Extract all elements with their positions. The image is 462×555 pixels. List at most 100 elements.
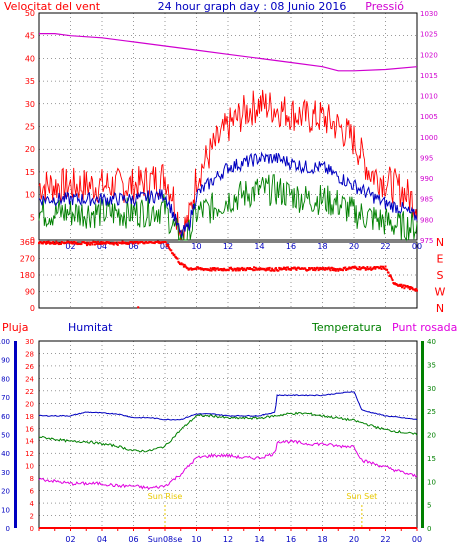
humidity-y-tick: 0 — [6, 525, 10, 533]
direction-points — [38, 240, 418, 309]
wind-gust-series-line — [38, 89, 418, 241]
direction-y-tick: 180 — [20, 271, 35, 280]
pressure-y-tick: 990 — [420, 175, 433, 183]
direction-point — [46, 242, 49, 245]
direction-y-tick: 270 — [20, 255, 35, 264]
direction-point — [332, 267, 335, 270]
direction-point — [406, 285, 409, 287]
series-humitat — [38, 391, 418, 421]
direction-point — [338, 267, 341, 270]
rain-y-tick: 10 — [25, 463, 34, 471]
humidity-y-tick: 50 — [1, 432, 10, 440]
direction-point — [394, 282, 396, 285]
direction-y-tick: 0 — [30, 304, 35, 313]
direction-point — [384, 265, 387, 268]
direction-point — [70, 241, 73, 243]
direction-point — [366, 266, 369, 268]
wind-y-tick: 5 — [30, 213, 35, 222]
rain-y-tick: 28 — [25, 350, 34, 358]
temperature-legend: Temperatura — [311, 321, 382, 334]
direction-point — [411, 286, 414, 289]
direction-point — [282, 267, 285, 270]
direction-point — [380, 268, 383, 270]
direction-point — [153, 242, 156, 245]
direction-point — [308, 267, 311, 269]
direction-point — [230, 266, 233, 269]
direction-point — [245, 269, 248, 272]
direction-point — [212, 267, 214, 270]
direction-point — [278, 266, 281, 269]
direction-point — [326, 268, 329, 271]
direction-point — [93, 243, 96, 246]
direction-point — [80, 242, 83, 245]
direction-point — [182, 265, 185, 268]
rain-y-tick: 6 — [30, 488, 35, 496]
direction-point — [132, 242, 135, 245]
bottom-x-tick: 02 — [65, 535, 75, 544]
pressure-y-tick: 1025 — [420, 31, 438, 39]
direction-point — [201, 268, 204, 270]
direction-point — [51, 242, 54, 245]
direction-point — [390, 275, 392, 278]
direction-point — [268, 266, 271, 269]
temperature-y-tick: 20 — [427, 432, 436, 440]
direction-point — [390, 277, 393, 280]
direction-point — [74, 242, 77, 245]
direction-point — [94, 241, 97, 243]
direction-point — [398, 283, 401, 286]
direction-point — [126, 241, 129, 244]
direction-point — [213, 267, 216, 269]
direction-point — [255, 267, 258, 270]
direction-point — [186, 267, 189, 270]
direction-grid — [39, 241, 418, 309]
direction-point — [52, 241, 55, 243]
wind-avg-series-line — [38, 151, 418, 238]
compass-tick: S — [437, 269, 444, 282]
bottom-x-tick: 00 — [412, 535, 422, 544]
direction-point — [415, 287, 418, 290]
direction-point — [355, 266, 358, 269]
direction-point — [85, 242, 88, 245]
direction-point — [73, 241, 76, 243]
direction-point — [112, 243, 115, 246]
wind-axis-label: Velocitat del vent — [4, 0, 101, 13]
rain-y-tick: 16 — [25, 425, 34, 433]
direction-point — [400, 283, 403, 286]
sun-annotations: Sun Rise Sun Set — [148, 492, 377, 528]
direction-point — [259, 267, 262, 270]
direction-point — [41, 242, 44, 245]
direction-point — [389, 274, 392, 277]
direction-point — [328, 268, 331, 271]
direction-point — [101, 241, 104, 244]
direction-point — [321, 267, 324, 270]
sun-marker-label: Sun Rise — [148, 492, 183, 501]
direction-point — [45, 241, 48, 243]
direction-point — [337, 269, 340, 272]
sun-marker-label: Sun Set — [346, 492, 377, 501]
direction-point — [334, 269, 337, 272]
wind-y-tick: 15 — [25, 168, 35, 177]
direction-point — [199, 267, 202, 269]
direction-point — [316, 266, 319, 269]
rain-y-tick: 24 — [25, 375, 34, 383]
bottom-x-tick: 20 — [349, 535, 359, 544]
direction-point — [219, 268, 222, 270]
bottom-x-tick: 14 — [254, 535, 264, 544]
humidity-y-tick: 10 — [1, 506, 10, 514]
direction-point — [344, 266, 347, 269]
pressure-y-tick: 980 — [420, 216, 433, 224]
wind-y-tick: 50 — [25, 9, 35, 18]
direction-point — [116, 243, 119, 246]
direction-point — [137, 242, 140, 245]
direction-point — [313, 267, 316, 269]
direction-point — [136, 241, 139, 243]
direction-point — [322, 266, 325, 269]
direction-point — [238, 267, 240, 270]
rain-y-tick: 14 — [25, 438, 34, 446]
direction-y-tick: 90 — [25, 288, 35, 297]
direction-point — [408, 286, 411, 288]
direction-point — [156, 240, 159, 243]
direction-point — [279, 267, 282, 270]
